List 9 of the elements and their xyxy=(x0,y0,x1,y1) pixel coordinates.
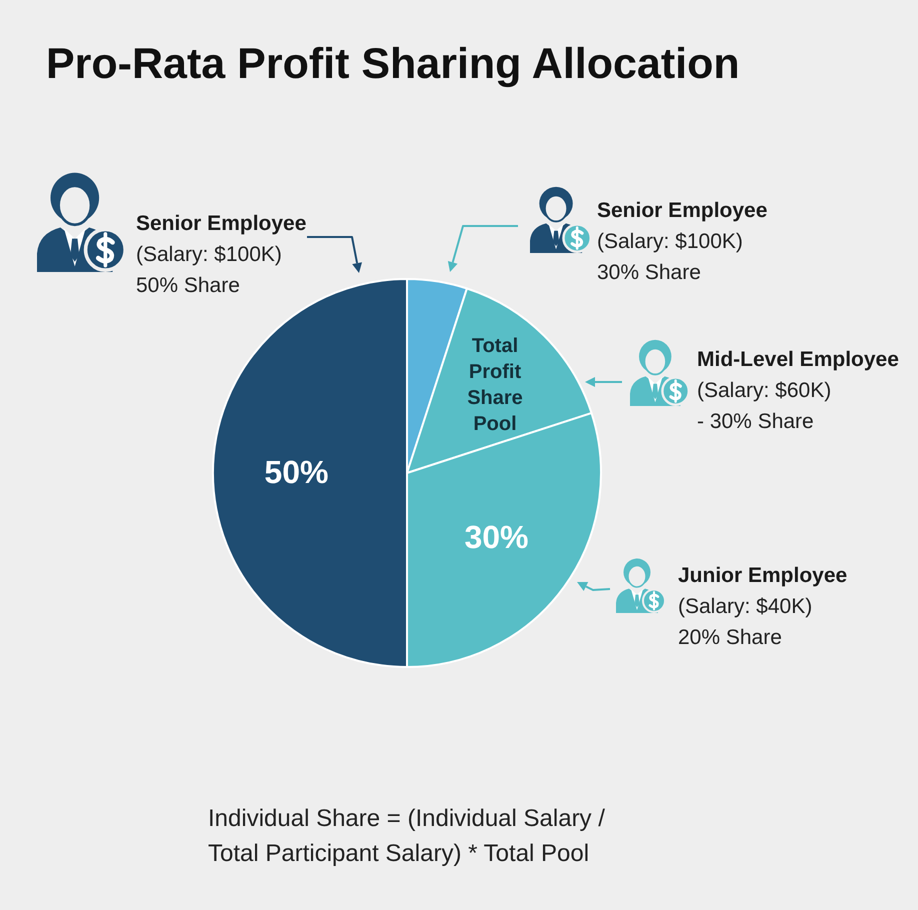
text: Senior Employee (Salary: $100K) 30% Share xyxy=(597,199,768,284)
text: Mid-Level Employee (Salary: $60K) - 30% Share xyxy=(697,348,899,433)
chart-title: Pro-Rata Profit Sharing Allocation xyxy=(46,40,740,88)
data-label: 50% xyxy=(264,454,328,490)
text: Individual Share = (Individual Salary / Total Participant Salary) * Total Pool xyxy=(208,805,606,867)
text: Senior Employee (Salary: $100K) 50% Share xyxy=(136,212,306,297)
text: Junior Employee (Salary: $40K) 20% Share xyxy=(678,564,848,649)
text: Total Profit Share Pool xyxy=(467,335,523,435)
data-label: 30% xyxy=(464,518,528,555)
